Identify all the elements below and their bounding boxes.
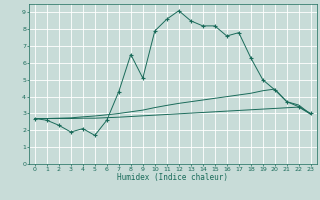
X-axis label: Humidex (Indice chaleur): Humidex (Indice chaleur) <box>117 173 228 182</box>
